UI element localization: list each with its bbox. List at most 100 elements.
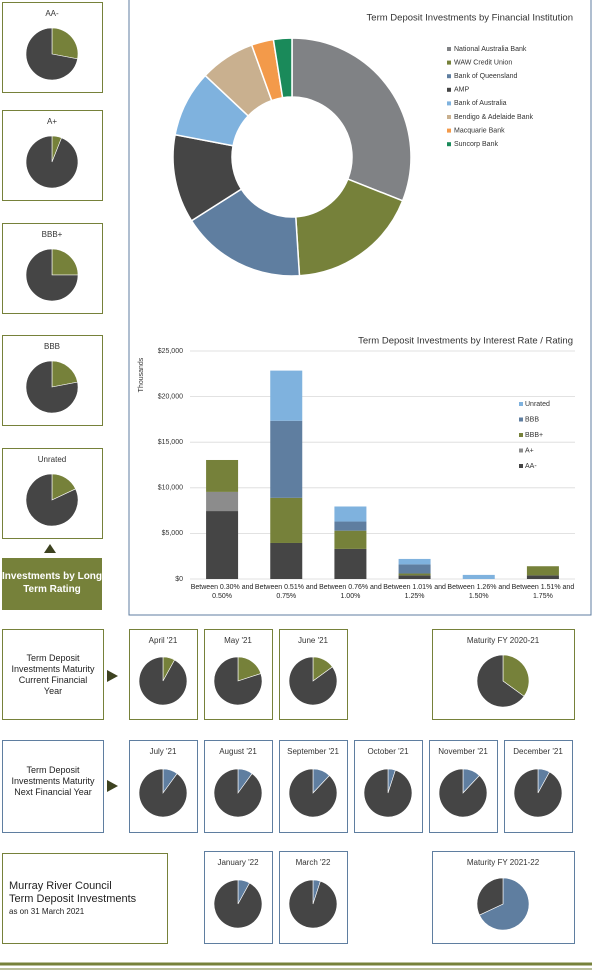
pie-title: Maturity FY 2020-21 xyxy=(467,636,540,645)
bar-segment xyxy=(334,521,367,531)
bar-segment xyxy=(398,573,431,576)
next-fy-box xyxy=(2,740,104,833)
pie-title: AA- xyxy=(45,9,59,18)
pie-title: Unrated xyxy=(38,455,66,464)
pie-slice xyxy=(291,37,412,202)
pie-slice xyxy=(138,768,188,818)
legend-swatch xyxy=(447,47,451,51)
y-tick-label: $25,000 xyxy=(158,348,183,355)
legend-swatch xyxy=(447,128,451,133)
pie-title: A+ xyxy=(47,117,57,126)
pie-title: May '21 xyxy=(224,636,252,645)
current-fy-box xyxy=(2,629,104,720)
pie-slice xyxy=(288,879,338,929)
legend-label: National Australia Bank xyxy=(454,46,527,53)
legend-label: Bank of Queensland xyxy=(454,73,518,80)
bar-segment xyxy=(462,574,495,579)
pie-slice xyxy=(213,768,263,818)
y-tick-label: $5,000 xyxy=(162,530,184,537)
pie-title: December '21 xyxy=(513,747,563,756)
chart-title: Term Deposit Investments by Financial In… xyxy=(367,13,573,24)
x-tick-label: Between 1.01% and 1.25% xyxy=(383,584,446,600)
bar-segment xyxy=(334,506,367,522)
chart-title: Term Deposit Investments by Interest Rat… xyxy=(358,336,573,347)
legend-label: AA- xyxy=(525,463,537,470)
legend-label: WAW Credit Union xyxy=(454,59,512,66)
next-fy-label: Term Deposit Investments Maturity Next F… xyxy=(11,765,95,797)
legend-label: BBB+ xyxy=(525,432,543,439)
pie-slice xyxy=(288,656,338,706)
rating-label: Investments by Long Term Rating xyxy=(2,571,103,595)
pie-title: July '21 xyxy=(150,747,177,756)
legend-label: BBB xyxy=(525,416,539,423)
pie-slice xyxy=(363,768,413,818)
y-axis-label: Thousands xyxy=(138,357,145,392)
pie-slice xyxy=(502,654,530,697)
pie-title: January '22 xyxy=(217,858,259,867)
bar-segment xyxy=(206,459,239,492)
legend-swatch xyxy=(447,142,451,147)
bar-segment xyxy=(526,575,559,579)
bar-segment xyxy=(270,370,303,421)
pie-slice xyxy=(213,879,263,929)
legend-label: Bank of Australia xyxy=(454,100,507,107)
main-frame xyxy=(128,0,592,616)
bar-segment xyxy=(206,491,239,512)
pie-slice xyxy=(25,360,79,414)
legend-swatch xyxy=(519,433,523,437)
pie-slice xyxy=(476,877,504,916)
legend-swatch xyxy=(447,60,451,65)
legend-swatch xyxy=(519,402,523,406)
legend-label: A+ xyxy=(525,447,534,454)
legend-swatch xyxy=(519,464,523,468)
legend-label: Unrated xyxy=(525,401,550,408)
x-tick-label: Between 0.51% and 0.75% xyxy=(254,584,318,600)
pie-slice xyxy=(272,37,293,99)
x-tick-label: Between 0.30% and 0.50% xyxy=(190,584,254,600)
bar-segment xyxy=(270,542,303,579)
bar-segment xyxy=(398,558,431,565)
x-tick-label: Between 1.51% and 1.75% xyxy=(511,584,575,600)
y-tick-label: $10,000 xyxy=(158,485,183,492)
pie-title: March '22 xyxy=(296,858,331,867)
legend-label: AMP xyxy=(454,87,470,94)
current-fy-label: Term Deposit Investments Maturity Curren… xyxy=(11,653,95,696)
y-tick-label: $0 xyxy=(175,576,183,583)
pie-slice xyxy=(25,27,78,81)
pie-title: September '21 xyxy=(287,747,339,756)
pie-title: Maturity FY 2021-22 xyxy=(467,858,540,867)
pie-slice xyxy=(513,768,563,818)
pie-slice xyxy=(25,473,79,527)
bar-segment xyxy=(334,530,367,549)
up-arrow xyxy=(44,544,56,553)
right-arrow xyxy=(107,780,118,792)
pie-slice xyxy=(138,656,188,706)
bar-segment xyxy=(398,564,431,574)
bar-segment xyxy=(270,497,303,543)
legend-swatch xyxy=(447,101,451,106)
rating-label-box xyxy=(2,558,102,610)
legend-label: Bendigo & Adelaide Bank xyxy=(454,114,534,121)
pie-title: BBB xyxy=(44,342,60,351)
legend-swatch xyxy=(447,87,451,92)
pie-slice xyxy=(288,768,338,818)
pie-title: April '21 xyxy=(149,636,178,645)
pie-slice xyxy=(25,135,79,189)
pie-slice xyxy=(51,27,79,60)
bar-segment xyxy=(334,548,367,579)
pie-slice xyxy=(479,877,530,931)
legend-swatch xyxy=(519,448,523,453)
y-tick-label: $15,000 xyxy=(158,439,183,446)
x-tick-label: Between 0.76% and 1.00% xyxy=(319,584,382,600)
right-arrow xyxy=(107,670,118,682)
bar-segment xyxy=(270,420,303,498)
pie-title: June '21 xyxy=(298,636,329,645)
pie-slice xyxy=(476,654,525,708)
pie-slice xyxy=(438,768,488,818)
pie-title: BBB+ xyxy=(42,230,63,239)
pie-slice xyxy=(213,656,263,706)
council-subtitle: Term Deposit Investments xyxy=(9,893,137,905)
legend-swatch xyxy=(519,417,523,422)
